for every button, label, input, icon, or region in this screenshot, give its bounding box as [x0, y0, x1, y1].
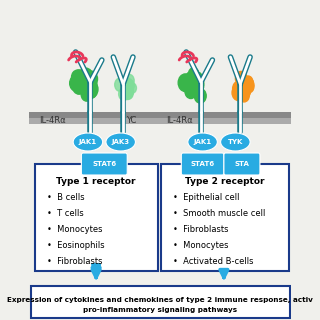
Circle shape [183, 77, 197, 93]
Text: STAT6: STAT6 [190, 161, 215, 167]
Circle shape [242, 77, 254, 92]
Circle shape [83, 76, 97, 93]
Circle shape [239, 89, 249, 102]
Circle shape [188, 68, 199, 81]
Circle shape [186, 79, 199, 95]
Circle shape [78, 70, 89, 84]
Text: •  B cells: • B cells [47, 193, 84, 202]
Ellipse shape [188, 133, 217, 151]
Ellipse shape [106, 133, 135, 151]
Circle shape [79, 68, 93, 86]
Circle shape [122, 86, 133, 100]
Circle shape [128, 83, 136, 93]
Circle shape [190, 72, 203, 87]
Text: •  Monocytes: • Monocytes [47, 225, 102, 234]
Circle shape [84, 80, 98, 98]
Circle shape [189, 76, 204, 94]
Circle shape [119, 88, 129, 100]
Circle shape [241, 82, 251, 94]
Circle shape [236, 71, 247, 85]
Circle shape [244, 76, 253, 87]
Circle shape [73, 78, 85, 94]
Text: STA: STA [235, 161, 249, 167]
Circle shape [124, 74, 134, 87]
Circle shape [191, 76, 204, 92]
Text: Type 1 receptor: Type 1 receptor [56, 177, 136, 186]
Text: JAK3: JAK3 [112, 139, 130, 145]
FancyBboxPatch shape [81, 153, 127, 175]
Circle shape [72, 70, 86, 87]
Text: STAT6: STAT6 [92, 161, 116, 167]
Ellipse shape [220, 133, 250, 151]
Circle shape [115, 78, 126, 92]
Circle shape [124, 80, 134, 92]
Circle shape [123, 84, 133, 97]
Text: •  Eosinophils: • Eosinophils [47, 241, 105, 250]
FancyBboxPatch shape [224, 153, 260, 175]
Circle shape [123, 78, 133, 91]
Circle shape [194, 89, 206, 103]
Text: JAK1: JAK1 [194, 139, 212, 145]
Text: JAK1: JAK1 [79, 139, 97, 145]
Circle shape [238, 81, 247, 92]
Circle shape [244, 81, 254, 92]
FancyBboxPatch shape [31, 286, 290, 318]
Circle shape [232, 85, 245, 100]
Text: pro-inflammatory signaling pathways: pro-inflammatory signaling pathways [83, 307, 237, 313]
Circle shape [85, 71, 98, 87]
Text: YC: YC [125, 116, 136, 125]
Text: •  Activated B-cells: • Activated B-cells [173, 257, 254, 266]
Circle shape [187, 77, 199, 93]
Ellipse shape [73, 133, 103, 151]
Circle shape [77, 78, 89, 92]
Circle shape [185, 84, 197, 99]
Bar [29, 112, 291, 118]
Circle shape [80, 80, 93, 96]
Circle shape [185, 72, 198, 88]
Circle shape [123, 86, 133, 99]
Text: •  T cells: • T cells [47, 209, 84, 218]
Circle shape [233, 81, 245, 96]
Text: •  Epithelial cell: • Epithelial cell [173, 193, 240, 202]
FancyBboxPatch shape [35, 164, 157, 271]
Circle shape [188, 79, 201, 95]
Circle shape [122, 83, 132, 96]
Text: IL-4Rα: IL-4Rα [166, 116, 193, 125]
Bar [29, 118, 291, 124]
Text: •  Monocytes: • Monocytes [173, 241, 228, 250]
Text: Type 2 receptor: Type 2 receptor [185, 177, 265, 186]
Circle shape [242, 78, 254, 92]
Circle shape [72, 70, 83, 84]
Text: •  Fibroblasts: • Fibroblasts [173, 225, 228, 234]
Circle shape [86, 85, 96, 98]
Circle shape [188, 76, 200, 92]
FancyBboxPatch shape [161, 164, 289, 271]
Circle shape [81, 88, 92, 101]
Text: IL-4Rα: IL-4Rα [39, 116, 65, 125]
Circle shape [70, 75, 83, 91]
Circle shape [239, 83, 251, 98]
Circle shape [178, 74, 193, 92]
FancyBboxPatch shape [181, 153, 224, 175]
Circle shape [77, 76, 91, 92]
Circle shape [237, 83, 247, 95]
Circle shape [191, 74, 204, 89]
Text: Expression of cytokines and chemokines of type 2 immune response, activ: Expression of cytokines and chemokines o… [7, 297, 313, 303]
Text: TYK: TYK [228, 139, 243, 145]
Text: •  Smooth muscle cell: • Smooth muscle cell [173, 209, 266, 218]
Text: •  Fibroblasts: • Fibroblasts [47, 257, 102, 266]
